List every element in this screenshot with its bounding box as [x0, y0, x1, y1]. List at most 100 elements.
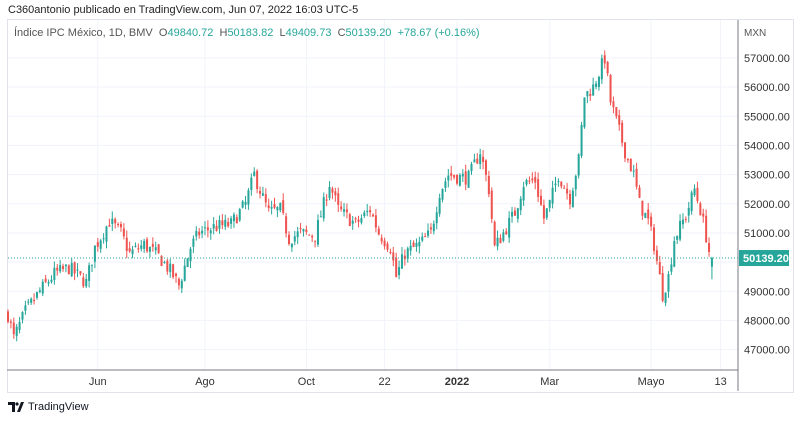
candle-body: [314, 240, 317, 242]
candle-body: [299, 228, 302, 230]
candle-body: [267, 205, 270, 209]
candle-body: [41, 281, 44, 294]
y-tick-label: 57000.00: [744, 53, 790, 65]
candle-body: [670, 264, 673, 272]
candle-body: [563, 187, 566, 189]
candle-body: [681, 219, 684, 225]
x-tick-label: 13: [714, 376, 726, 388]
candle-body: [398, 267, 401, 276]
candle-body: [328, 186, 331, 199]
candle-body: [212, 224, 215, 229]
candle-body: [528, 180, 531, 182]
candle-body: [635, 168, 638, 187]
candle-body: [125, 237, 128, 251]
candle-body: [551, 187, 554, 204]
candle-body: [392, 252, 395, 261]
candle-body: [238, 209, 241, 221]
candle-body: [232, 214, 235, 222]
candle-body: [264, 194, 267, 203]
candle-body: [325, 199, 328, 201]
candle-body: [412, 242, 415, 247]
candle-body: [513, 210, 516, 216]
candle-body: [259, 191, 262, 194]
candle-body: [224, 219, 227, 227]
candle-body: [621, 122, 624, 143]
candle-body: [90, 264, 94, 266]
candle-body: [383, 240, 386, 247]
candle-body: [490, 190, 493, 219]
candle-body: [56, 267, 59, 271]
candle-body: [505, 231, 508, 235]
candle-body: [548, 199, 551, 208]
candle-body: [647, 209, 650, 219]
candle-body: [230, 218, 233, 224]
candle-body: [502, 232, 505, 241]
tradingview-logo-icon: [8, 402, 24, 412]
candle-body: [38, 290, 41, 292]
candle-body: [676, 235, 679, 240]
candle-body: [461, 173, 464, 177]
candle-body: [195, 231, 198, 237]
candle-body: [131, 249, 134, 255]
candle-body: [427, 230, 430, 236]
candle-body: [290, 243, 293, 248]
candle-body: [705, 215, 708, 243]
candle-body: [531, 178, 534, 181]
candle-body: [429, 227, 432, 230]
candle-body: [673, 241, 676, 267]
candle-body: [435, 212, 438, 224]
candle-body: [122, 228, 125, 237]
candle-body: [386, 243, 389, 250]
candle-body: [679, 220, 682, 240]
candle-body: [661, 273, 664, 301]
candle-body: [583, 97, 586, 128]
candle-body: [76, 269, 79, 271]
candle-body: [557, 181, 560, 183]
candle-body: [183, 265, 186, 281]
candle-body: [128, 248, 131, 252]
tradingview-brand[interactable]: TradingView: [8, 401, 89, 413]
candle-body: [450, 173, 453, 176]
candle-body: [687, 207, 690, 216]
candle-body: [175, 273, 178, 277]
x-tick-label: Mar: [540, 376, 559, 388]
symbol-label: Índice IPC México, 1D, BMV: [14, 27, 153, 39]
candle-body: [655, 250, 658, 261]
candle-body: [354, 218, 357, 220]
candle-body: [496, 237, 499, 247]
x-tick-label: Oct: [298, 376, 315, 388]
candle-body: [79, 271, 82, 274]
y-tick-label: 49000.00: [744, 286, 790, 298]
candle-body: [458, 175, 461, 186]
last-candle-body: [710, 258, 713, 267]
candle-body: [482, 156, 485, 162]
candle-body: [108, 225, 111, 227]
candle-body: [554, 183, 557, 186]
candle-body: [293, 236, 296, 242]
publish-info: C360antonio publicado en TradingView.com…: [8, 4, 359, 16]
candle-body: [360, 218, 363, 223]
candle-body: [693, 188, 696, 196]
y-tick-label: 52000.00: [744, 199, 790, 211]
candle-body: [566, 188, 569, 194]
candle-body: [545, 208, 548, 218]
candle-body: [319, 216, 322, 218]
candle-body: [215, 225, 218, 231]
candle-body: [201, 230, 204, 234]
y-tick-label: 54000.00: [744, 140, 790, 152]
ohlc-legend: Índice IPC México, 1D, BMV O49840.72 H50…: [14, 27, 480, 39]
candle-body: [644, 212, 647, 218]
candle-body: [157, 244, 160, 253]
candle-body: [70, 263, 73, 277]
chart-frame: [7, 19, 794, 393]
candle-body: [615, 107, 618, 117]
close-value: 50139.20: [345, 27, 392, 39]
candle-body: [102, 238, 105, 240]
y-tick-label: 53000.00: [744, 170, 790, 182]
candle-body: [261, 193, 264, 196]
candle-body: [438, 198, 441, 214]
candle-body: [151, 243, 154, 247]
candle-body: [377, 228, 380, 235]
candle-body: [537, 179, 540, 197]
